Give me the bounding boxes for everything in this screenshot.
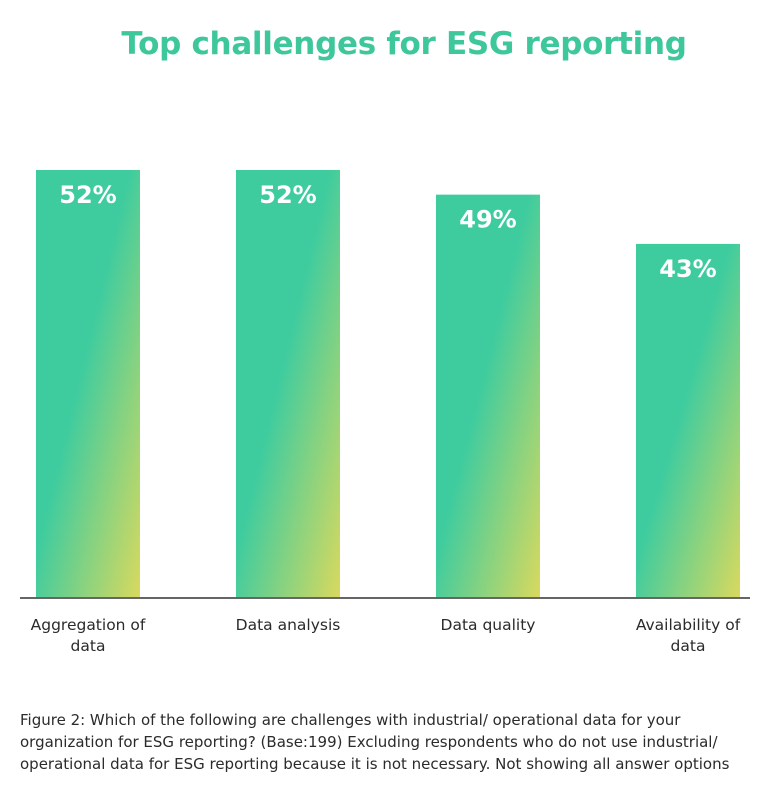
bar-value-label: 43% <box>659 255 716 283</box>
bar-value-label: 49% <box>459 206 516 234</box>
bar-value-label: 52% <box>259 181 316 209</box>
bar <box>236 170 340 597</box>
bar-chart: 52% Aggregation of data 52% Data analysis 49%… <box>20 170 750 655</box>
category-label: Aggregation of <box>31 616 146 634</box>
category-label: Data analysis <box>236 616 341 634</box>
category-label: Availability of <box>636 616 741 634</box>
chart-title: Top challenges for ESG reporting <box>121 26 687 62</box>
figure-caption: Figure 2: Which of the following are cha… <box>20 711 730 773</box>
bar <box>36 170 140 597</box>
category-label: data <box>671 637 706 655</box>
bar <box>636 243 740 597</box>
category-label: Data quality <box>441 616 536 634</box>
bar-value-label: 52% <box>59 181 116 209</box>
category-label: data <box>71 637 106 655</box>
bar <box>436 194 540 597</box>
